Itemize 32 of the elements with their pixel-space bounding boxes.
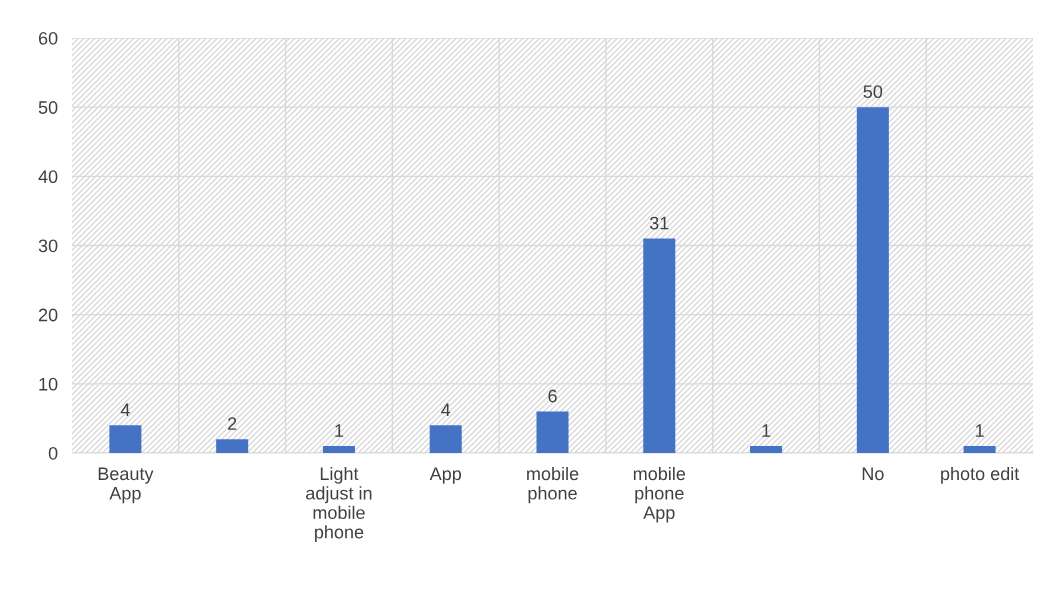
x-tick-label: mobile phone [527,466,579,504]
bar [216,439,249,453]
bar [963,446,996,453]
y-tick-label: 30 [38,239,58,253]
y-tick-label: 10 [39,377,58,391]
data-label: 2 [228,417,237,430]
x-tick-label: photo edit [941,466,1020,484]
data-label: 31 [649,216,669,230]
data-label: 6 [548,389,557,403]
y-tick-label: 60 [38,31,58,45]
x-tick-label: Light adjust in mobile phone [306,466,372,543]
data-label: 1 [762,424,771,437]
data-label: 1 [335,424,344,437]
bar [536,411,569,453]
data-label: 4 [441,403,451,417]
y-tick-label: 0 [48,446,58,460]
x-tick-label: App [429,467,462,484]
x-tick-label: No [862,467,884,481]
y-tick-label: 40 [38,170,58,184]
bar [643,238,676,453]
y-tick-label: 20 [38,308,58,322]
bar [856,107,889,453]
data-label: 50 [863,85,883,99]
x-tick-label: Beauty App [98,467,154,504]
bar [750,446,783,453]
bar [322,446,355,453]
bar [429,425,462,453]
data-label: 1 [975,424,984,437]
y-tick-label: 50 [38,101,58,114]
data-label: 4 [120,403,130,417]
x-tick-label: mobile phone App [633,466,686,523]
bar [109,425,142,453]
